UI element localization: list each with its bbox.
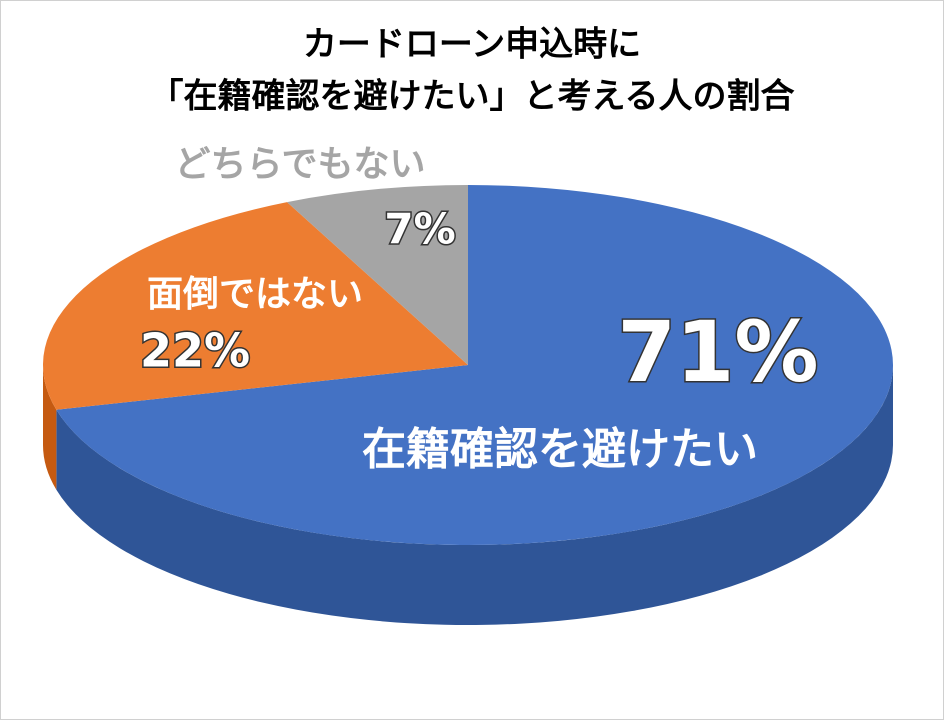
value-label: 7% xyxy=(384,205,455,254)
value-label: 71% xyxy=(617,303,818,401)
slice xyxy=(56,185,893,545)
slice xyxy=(42,202,468,410)
category-label: どちらでもない xyxy=(175,144,426,185)
slice-side xyxy=(43,365,57,490)
value-label: 22% xyxy=(140,324,250,378)
chart-title: カードローン申込時に xyxy=(303,25,641,65)
category-label: 面倒ではない xyxy=(147,274,363,315)
category-label: 在籍確認を避けたい xyxy=(362,424,758,475)
chart-title: 「在籍確認を避けたい」と考える人の割合 xyxy=(150,77,795,117)
slice xyxy=(287,185,468,365)
slice-side xyxy=(56,365,893,626)
